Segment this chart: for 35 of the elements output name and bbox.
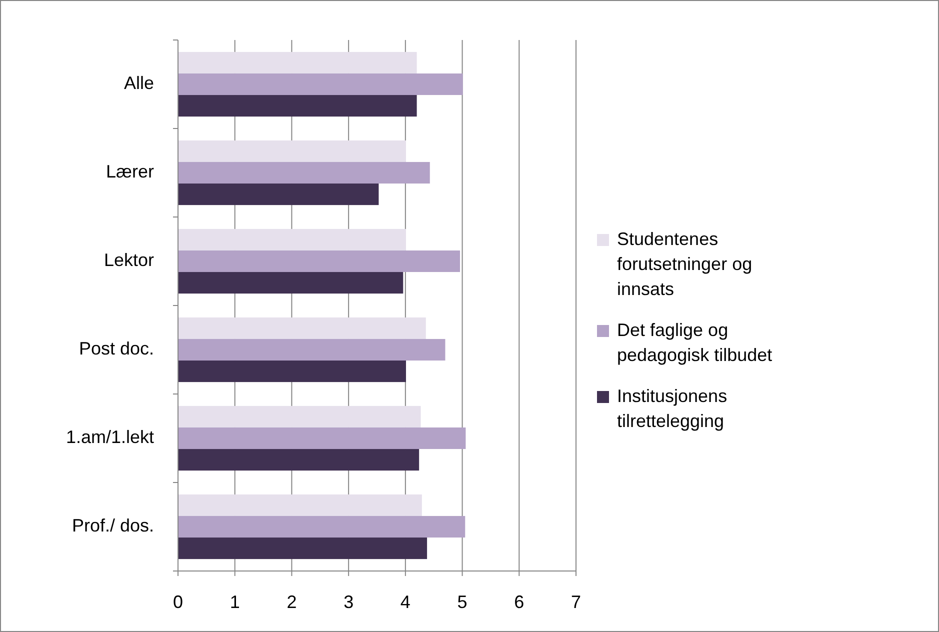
bar [178, 516, 466, 538]
x-tick-label: 1 [230, 592, 240, 612]
bar [178, 272, 404, 294]
bar [178, 250, 460, 272]
y-tick-label: Lærer [106, 162, 154, 182]
bar [178, 228, 406, 250]
bar [178, 494, 422, 516]
bar [178, 449, 420, 471]
y-tick-label: Prof./ dos. [72, 516, 154, 536]
bar [178, 538, 428, 560]
y-tick-label: 1.am/1.lekt [66, 427, 154, 447]
bar [178, 184, 379, 206]
y-tick-label: Lektor [104, 250, 154, 270]
bar [178, 427, 466, 450]
bar [178, 52, 417, 74]
bar [178, 95, 417, 117]
legend-label: Studentenes forutsetninger og innsats [617, 228, 752, 299]
x-tick-label: 6 [514, 592, 524, 612]
x-tick-label: 0 [172, 592, 184, 612]
legend-label: Det faglige og pedagogisk tilbudet [617, 320, 772, 365]
bar [178, 360, 406, 382]
bar [178, 73, 463, 96]
bar [178, 338, 446, 361]
y-tick-label: Post doc. [78, 338, 154, 358]
y-tick-label: Alle [124, 73, 154, 93]
x-tick-label: 7 [570, 592, 582, 612]
bar [178, 317, 426, 339]
x-tick-label: 2 [286, 592, 297, 612]
x-tick-label: 5 [457, 592, 468, 612]
bar [178, 162, 430, 184]
x-tick-label: 4 [400, 592, 410, 612]
x-tick-label: 3 [344, 592, 354, 612]
bar [178, 406, 421, 428]
bar [178, 140, 406, 162]
legend-label: Institusjonens tilrettelegging [617, 386, 728, 431]
